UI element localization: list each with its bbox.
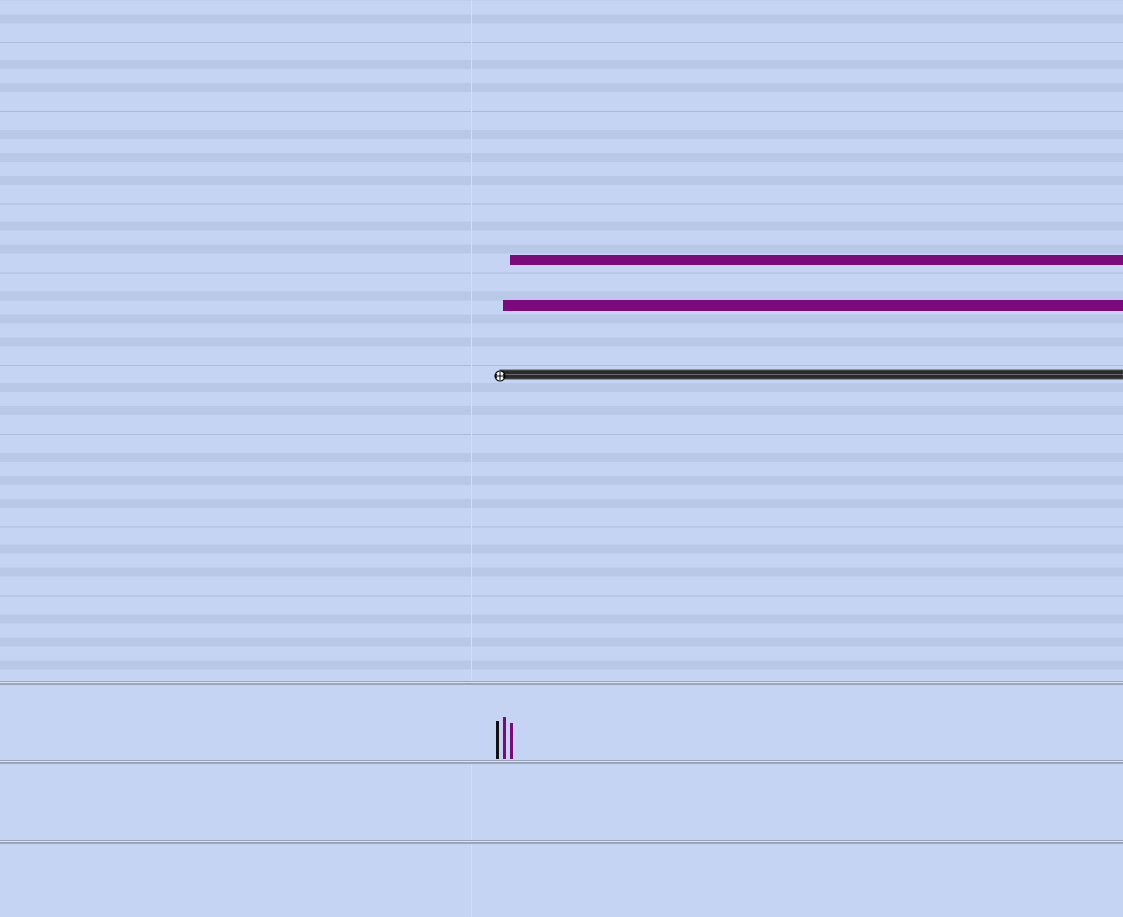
black-key-row [0,453,1123,462]
black-key-row [0,337,1123,347]
resize-cursor [494,370,506,382]
black-key-row [0,14,1123,24]
black-key-row [0,476,1123,485]
black-key-row [0,60,1123,69]
black-key-row [0,660,1123,670]
black-key-row [0,406,1123,415]
velocity-bar[interactable] [496,721,499,759]
black-key-row [0,221,1123,231]
note[interactable] [510,255,1123,265]
black-key-row [0,314,1123,324]
black-key-row [0,544,1123,554]
black-key-row [0,153,1123,162]
velocity-bar[interactable] [503,717,506,759]
velocity-lane [0,685,1123,760]
key-rows [0,0,1123,670]
black-key-row [0,567,1123,577]
black-key-row [0,614,1123,624]
black-key-row [0,0,1123,1]
note[interactable] [503,300,1123,311]
black-key-row [0,499,1123,508]
black-key-row [0,291,1123,301]
black-key-row [0,244,1123,254]
black-key-row [0,637,1123,647]
velocity-bar[interactable] [510,723,513,759]
black-key-row [0,383,1123,392]
black-key-row [0,176,1123,185]
black-key-row [0,130,1123,139]
black-key-row [0,83,1123,92]
